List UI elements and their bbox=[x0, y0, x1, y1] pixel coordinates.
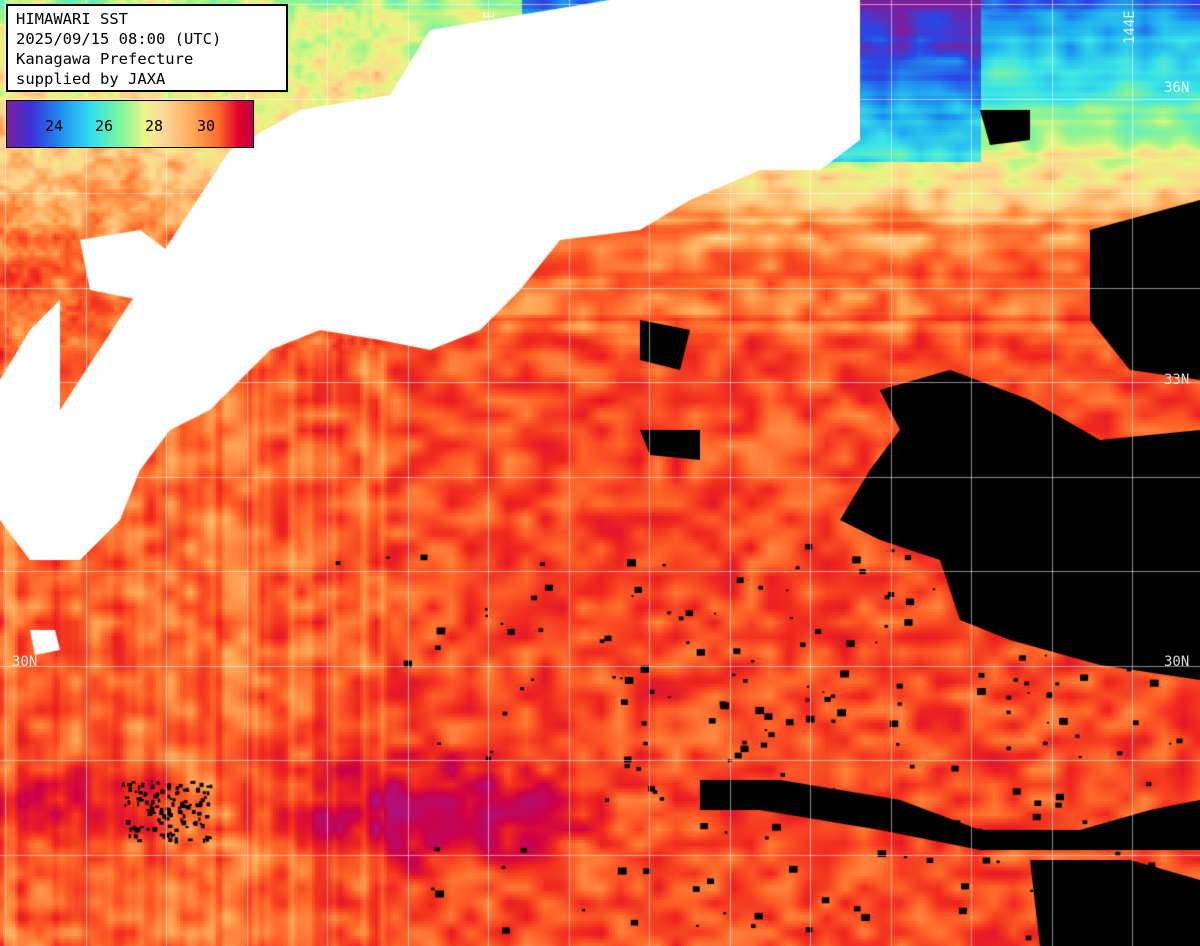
colorbar-tick-26: 26 bbox=[95, 117, 114, 135]
map-info-box: HIMAWARI SST 2025/09/15 08:00 (UTC) Kana… bbox=[6, 4, 288, 92]
title-line-3: Kanagawa Prefecture bbox=[16, 50, 194, 68]
title-line-2: 2025/09/15 08:00 (UTC) bbox=[16, 30, 222, 48]
colorbar-tick-28: 28 bbox=[145, 117, 164, 135]
temperature-colorbar: 24 26 28 30 bbox=[6, 100, 254, 148]
lat-label-30n-right: 30N bbox=[1164, 654, 1190, 670]
title-line-4: supplied by JAXA bbox=[16, 70, 166, 88]
lon-label-135e: 135E bbox=[482, 10, 498, 44]
lat-label-36n: 36N bbox=[1164, 80, 1190, 96]
title-line-1: HIMAWARI SST bbox=[16, 10, 128, 28]
colorbar-tick-30: 30 bbox=[197, 117, 216, 135]
lon-label-144e: 144E bbox=[1122, 10, 1138, 44]
colorbar-tick-24: 24 bbox=[45, 117, 64, 135]
lat-label-30n-left: 30N bbox=[12, 654, 38, 670]
lat-label-33n: 33N bbox=[1164, 372, 1190, 388]
